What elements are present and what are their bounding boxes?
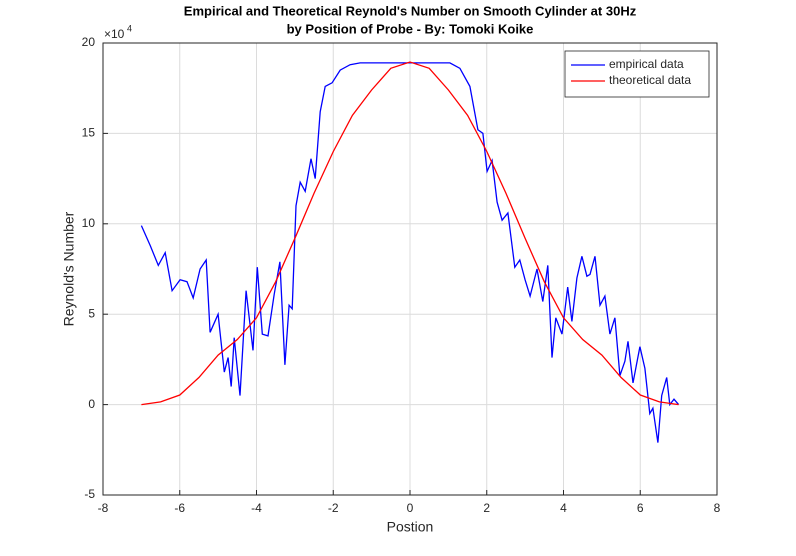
x-tick-label: 6 bbox=[637, 501, 644, 515]
series-line bbox=[141, 61, 679, 406]
plot-frame bbox=[102, 42, 718, 496]
x-tick-label: 2 bbox=[483, 501, 490, 515]
x-tick-label: -4 bbox=[251, 501, 262, 515]
y-tick-label: 5 bbox=[88, 306, 95, 320]
x-tick-label: 8 bbox=[714, 501, 721, 515]
y-axis-label: Reynold's Number bbox=[61, 211, 77, 326]
y-tick-label: 10 bbox=[82, 216, 96, 230]
chart-subtitle: by Position of Probe - By: Tomoki Koike bbox=[287, 21, 534, 36]
series-line bbox=[140, 62, 680, 443]
legend-label: theoretical data bbox=[609, 73, 691, 87]
x-tick-label: 0 bbox=[407, 501, 414, 515]
chart-title: Empirical and Theoretical Reynold's Numb… bbox=[184, 3, 637, 18]
x-tick-label: -2 bbox=[328, 501, 339, 515]
y-tick-label: 15 bbox=[82, 126, 96, 140]
x-axis-label: Postion bbox=[387, 519, 434, 535]
y-tick-label: 20 bbox=[82, 35, 96, 49]
x-tick-label: 4 bbox=[560, 501, 567, 515]
x-tick-label: -8 bbox=[98, 501, 109, 515]
y-tick-label: -5 bbox=[84, 487, 95, 501]
y-scale-exponent: 4 bbox=[127, 23, 132, 33]
legend-box bbox=[564, 50, 710, 98]
y-tick-label: 0 bbox=[88, 397, 95, 411]
x-tick-label: -6 bbox=[174, 501, 185, 515]
legend-label: empirical data bbox=[609, 57, 684, 71]
y-scale-base: ×10 bbox=[104, 27, 125, 41]
